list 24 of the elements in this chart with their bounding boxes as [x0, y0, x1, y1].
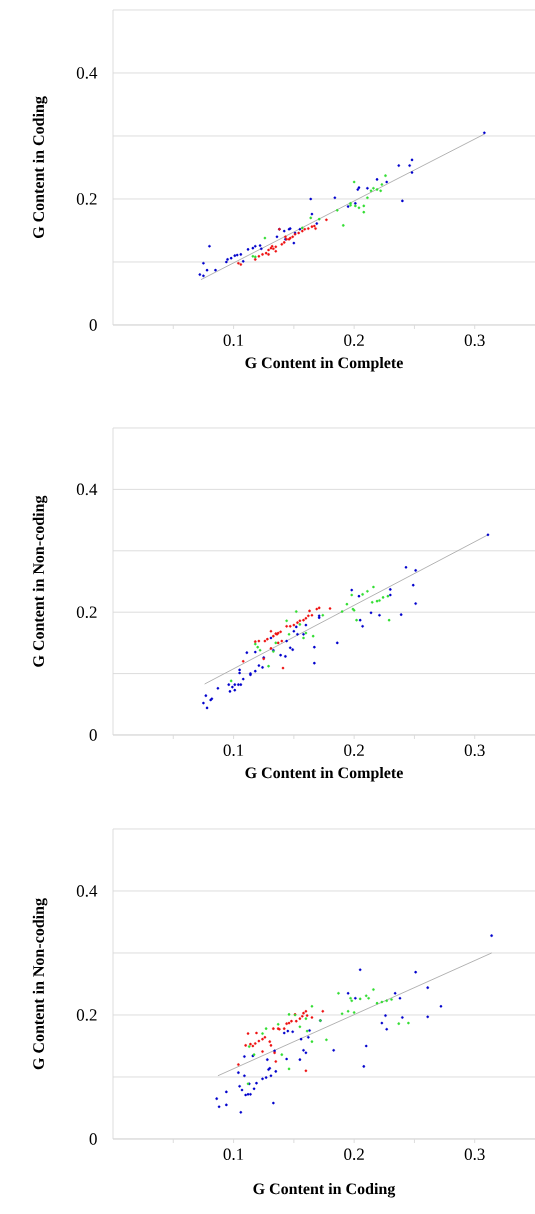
- x-tick-label: 0.2: [344, 334, 364, 347]
- y-axis-title: G Content in Non-coding: [32, 495, 48, 667]
- y-tick-label: 0.4: [76, 483, 98, 496]
- x-axis-title: G Content in Coding: [253, 1182, 396, 1198]
- y-axis-title: G Content in Coding: [32, 96, 48, 239]
- x-tick-label: 0.1: [223, 334, 244, 347]
- x-tick-label: 0.3: [464, 1148, 485, 1161]
- y-tick-label: 0: [89, 319, 97, 331]
- y-axis-title: G Content in Non-coding: [32, 898, 48, 1070]
- x-tick-label: 0.1: [223, 744, 244, 757]
- x-axis-title: G Content in Complete: [245, 766, 403, 782]
- x-tick-label: 0.3: [464, 334, 485, 347]
- y-tick-label: 0.2: [76, 1009, 97, 1021]
- y-tick-label: 0: [89, 1133, 97, 1145]
- x-tick-label: 0.3: [464, 744, 485, 757]
- y-tick-label: 0.2: [76, 606, 97, 618]
- x-axis-title: G Content in Complete: [245, 356, 403, 372]
- x-tick-label: 0.1: [223, 1148, 244, 1161]
- y-tick-label: 0.2: [76, 193, 97, 205]
- y-tick-label: 0.4: [76, 67, 98, 79]
- x-tick-label: 0.2: [344, 744, 364, 757]
- y-tick-label: 0: [89, 729, 97, 741]
- y-tick-label: 0.4: [76, 885, 98, 897]
- x-tick-label: 0.2: [344, 1148, 364, 1161]
